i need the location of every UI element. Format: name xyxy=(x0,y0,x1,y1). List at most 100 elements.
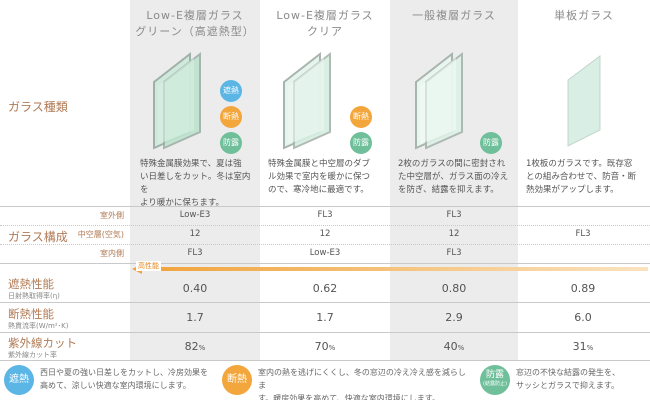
heat-shield-title: 遮熱性能 xyxy=(8,277,54,291)
description-lowe-green: 特殊金属膜効果で、夏は強 い日差しをカット。冬は室内を より暖かに保ちます。 xyxy=(140,158,258,210)
air-gap-label: 中空層(空気) xyxy=(77,230,124,239)
legend-boro: 防露 (結露防止) 窓辺の不快な結露の発生を、 サッシとガラスで抑えます。 xyxy=(480,360,650,400)
uv-cut-value: 31% xyxy=(519,340,647,353)
title-line: Low-E複層ガラス xyxy=(146,9,244,22)
insulation-value: 6.0 xyxy=(574,311,592,324)
heat-shield-sub: 日射熱取得率(η) xyxy=(8,292,60,300)
boro-badge: 防露 xyxy=(220,132,242,154)
description-lowe-clear: 特殊金属膜と中空層のダブ ル効果で室内を暖かに保つ ので、寒冷地に最適です。 xyxy=(268,158,386,197)
insulation-sub: 熱貫流率(W/m²･K) xyxy=(8,322,69,330)
glass-type-label: ガラス種類 xyxy=(8,100,68,114)
column-title-lowe-green: Low-E複層ガラス グリーン（高遮熱型） xyxy=(130,8,260,40)
description-single: 1枚板のガラスです。既存窓 との組み合わせで、防音・断 熱効果がアップします。 xyxy=(526,158,646,197)
column-title-single: 単板ガラス xyxy=(518,8,650,24)
column-title-standard-double: 一般複層ガラス xyxy=(390,8,518,24)
uv-cut-sub: 紫外線カット率 xyxy=(8,351,57,359)
uv-unit: % xyxy=(457,344,465,352)
desc-line: との組み合わせで、防音・断 xyxy=(526,172,637,182)
legend-text: 室内の熱を逃げにくくし、冬の窓辺の冷え冷え感を減らしま す。暖房効果を高めて、快… xyxy=(258,366,473,400)
column-title-lowe-clear: Low-E複層ガラス クリア xyxy=(260,8,390,40)
divider xyxy=(0,263,650,264)
boro-badge-label: 防露 xyxy=(485,370,504,380)
heat-shield-value: 0.89 xyxy=(570,282,596,295)
heat-shield-value: 0.40 xyxy=(182,282,208,295)
legend-line: す。暖房効果を高めて、快適な室内環境にします。 xyxy=(258,394,440,400)
dannetsu-badge: 断熱 xyxy=(222,365,252,395)
divider xyxy=(0,206,650,207)
config-single-cell: FL3 xyxy=(575,229,591,239)
divider xyxy=(0,302,650,303)
boro-badge-sub: (結露防止) xyxy=(483,381,507,387)
legend-line: 西日や夏の強い日差しをカットし、冷房効果を xyxy=(40,368,208,377)
dannetsu-badge: 断熱 xyxy=(350,106,372,128)
heat-shield-value: 0.62 xyxy=(312,282,338,295)
boro-badge: 防露 xyxy=(480,132,502,154)
desc-line: 熱効果がアップします。 xyxy=(526,185,619,195)
legend-text: 窓辺の不快な結露の発生を、 サッシとガラスで抑えます。 xyxy=(516,366,646,392)
insulation-title: 断熱性能 xyxy=(8,307,54,321)
uv-value: 40 xyxy=(443,340,458,353)
config-inner-cell: FL3 xyxy=(446,248,462,258)
uv-cut-value: 82% xyxy=(131,340,259,353)
glass-illustration-lowe-green xyxy=(140,50,220,150)
uv-unit: % xyxy=(586,344,594,352)
legend-shanetsu: 遮熱 西日や夏の強い日差しをカットし、冷房効果を 高めて、涼しい快適な室内環境に… xyxy=(4,360,214,400)
title-line: グリーン（高遮熱型） xyxy=(135,25,255,38)
config-inner-cell: Low-E3 xyxy=(309,248,341,258)
boro-badge: 防露 (結露防止) xyxy=(480,365,510,395)
insulation-value: 2.9 xyxy=(445,311,463,324)
boro-badge: 防露 xyxy=(350,132,372,154)
legend-dannetsu: 断熱 室内の熱を逃げにくくし、冬の窓辺の冷え冷え感を減らしま す。暖房効果を高め… xyxy=(222,360,472,400)
title-line: 一般複層ガラス xyxy=(412,9,496,22)
config-inner-cell: FL3 xyxy=(187,248,203,258)
desc-line: い日差しをカット。冬は室内を xyxy=(140,172,251,195)
dannetsu-badge: 断熱 xyxy=(220,106,242,128)
uv-cut-title: 紫外線カット xyxy=(8,336,77,350)
desc-line: 1枚板のガラスです。既存窓 xyxy=(526,159,633,169)
glass-illustration-single xyxy=(548,50,628,150)
uv-value: 31 xyxy=(572,340,587,353)
config-middle-cell: 12 xyxy=(189,229,201,239)
legend-text: 西日や夏の強い日差しをカットし、冷房効果を 高めて、涼しい快適な室内環境にします… xyxy=(40,366,210,392)
high-performance-label: 高性能 xyxy=(136,261,161,271)
title-line: 単板ガラス xyxy=(554,9,614,22)
legend-line: サッシとガラスで抑えます。 xyxy=(516,381,620,390)
desc-line: より暖かに保ちます。 xyxy=(140,198,224,208)
config-outer-cell: Low-E3 xyxy=(179,210,211,220)
desc-line: を防ぎ、結露を抑えます。 xyxy=(398,185,499,195)
uv-value: 70 xyxy=(314,340,329,353)
inner-side-label: 室内側 xyxy=(100,249,124,258)
divider xyxy=(0,244,650,245)
description-standard-double: 2枚のガラスの間に密封され た中空層が、ガラス面の冷え を防ぎ、結露を抑えます。 xyxy=(398,158,516,197)
glass-config-label: ガラス構成 xyxy=(8,230,68,244)
desc-line: ので、寒冷地に最適です。 xyxy=(268,185,369,195)
legend-line: 窓辺の不快な結露の発生を、 xyxy=(516,368,620,377)
legend-line: 室内の熱を逃げにくくし、冬の窓辺の冷え冷え感を減らしま xyxy=(258,368,466,390)
shanetsu-badge: 遮熱 xyxy=(4,365,34,395)
divider xyxy=(0,225,650,226)
uv-value: 82 xyxy=(184,340,199,353)
uv-unit: % xyxy=(198,344,206,352)
uv-unit: % xyxy=(328,344,336,352)
high-performance-arrow-icon xyxy=(132,264,648,274)
title-line: クリア xyxy=(307,25,343,38)
glass-illustration-lowe-clear xyxy=(270,50,350,150)
shanetsu-badge: 遮熱 xyxy=(220,80,242,102)
outer-side-label: 室外側 xyxy=(100,211,124,220)
desc-line: ル効果で室内を暖かに保つ xyxy=(268,172,371,182)
insulation-value: 1.7 xyxy=(186,311,204,324)
desc-line: 2枚のガラスの間に密封され xyxy=(398,159,506,169)
config-outer-cell: FL3 xyxy=(317,210,333,220)
divider xyxy=(0,360,650,361)
title-line: Low-E複層ガラス xyxy=(276,9,374,22)
config-middle-cell: 12 xyxy=(448,229,460,239)
config-middle-cell: 12 xyxy=(319,229,331,239)
config-outer-cell: FL3 xyxy=(446,210,462,220)
glass-illustration-standard-double xyxy=(402,50,482,150)
uv-cut-value: 70% xyxy=(261,340,389,353)
divider xyxy=(0,332,650,333)
desc-line: た中空層が、ガラス面の冷え xyxy=(398,172,509,182)
column-bg-single xyxy=(518,0,650,360)
legend-line: 高めて、涼しい快適な室内環境にします。 xyxy=(40,381,191,390)
uv-cut-value: 40% xyxy=(390,340,518,353)
